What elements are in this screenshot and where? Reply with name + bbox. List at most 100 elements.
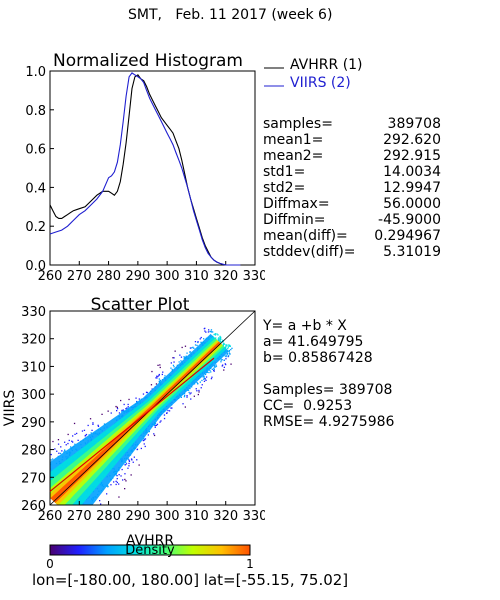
- hist-xtick-label: 260: [38, 269, 63, 284]
- scatter-title: Scatter Plot: [91, 296, 190, 315]
- density-colorbar: Density 0 1: [46, 543, 254, 571]
- density-point: [203, 380, 206, 382]
- density-point: [70, 505, 71, 506]
- density-point: [199, 381, 201, 383]
- stat-value: 0.294967: [374, 228, 441, 244]
- density-point: [193, 347, 195, 349]
- density-point: [61, 450, 63, 452]
- density-point: [225, 355, 227, 358]
- density-point: [157, 375, 159, 378]
- density-point: [180, 396, 182, 398]
- hist-ytick-label: 1.0: [25, 65, 46, 80]
- density-point: [120, 475, 122, 477]
- density-point: [184, 356, 186, 359]
- density-point: [213, 369, 215, 372]
- density-point: [128, 460, 131, 462]
- density-point: [57, 439, 60, 441]
- density-point: [143, 439, 146, 441]
- fit-b: b= 0.85867428: [263, 350, 373, 366]
- density-point: [97, 506, 98, 507]
- density-point: [138, 464, 140, 466]
- density-point: [227, 355, 229, 358]
- density-point: [124, 473, 126, 475]
- density-point: [170, 367, 172, 369]
- density-point: [107, 486, 109, 488]
- scatter-ytick-label: 270: [21, 471, 46, 486]
- density-point: [56, 450, 58, 452]
- density-point: [159, 421, 161, 423]
- density-point: [231, 347, 233, 349]
- density-point: [219, 339, 221, 341]
- density-point: [48, 484, 49, 485]
- density-point: [206, 371, 209, 373]
- hist-ytick-label: 0.4: [25, 181, 46, 196]
- density-point: [153, 434, 156, 437]
- density-point: [127, 458, 130, 460]
- density-point: [47, 473, 48, 474]
- stat-value: 5.31019: [383, 244, 441, 260]
- density-point: [136, 448, 138, 451]
- stat-row: mean(diff)= 0.294967: [263, 228, 441, 244]
- density-point: [213, 366, 216, 368]
- stat-label: samples=: [263, 116, 333, 132]
- density-point: [48, 489, 49, 490]
- scatter-xtick-label: 300: [155, 509, 180, 524]
- density-point: [228, 349, 230, 352]
- density-point: [203, 376, 205, 378]
- density-point: [47, 467, 48, 468]
- stat-label: mean(diff)=: [263, 228, 348, 244]
- density-point: [72, 435, 74, 437]
- density-point: [156, 423, 159, 425]
- density-point: [219, 340, 221, 342]
- density-point: [224, 346, 226, 348]
- density-point: [214, 333, 216, 335]
- density-point: [122, 409, 124, 411]
- density-point: [225, 358, 227, 360]
- density-point: [168, 410, 171, 412]
- density-point: [189, 351, 191, 353]
- hist-xtick-label: 310: [184, 269, 209, 284]
- density-point: [212, 331, 214, 333]
- hist-ytick-label: 0.8: [25, 104, 46, 119]
- legend-label-viirs: VIIRS (2): [290, 75, 351, 91]
- density-point: [200, 387, 202, 389]
- density-point: [92, 423, 94, 425]
- density-point: [52, 458, 54, 460]
- density-point: [142, 393, 145, 395]
- density-point: [215, 365, 218, 367]
- density-point: [218, 340, 220, 342]
- density-point: [118, 412, 121, 414]
- density-point: [200, 341, 202, 343]
- density-point: [131, 459, 133, 461]
- density-point: [84, 435, 86, 437]
- scatter-xtick-label: 320: [213, 509, 238, 524]
- density-point: [118, 483, 120, 485]
- density-point: [158, 374, 160, 377]
- density-point: [148, 430, 150, 433]
- density-point: [172, 357, 174, 359]
- density-point: [153, 424, 156, 426]
- density-point: [196, 344, 198, 347]
- density-point: [128, 462, 130, 465]
- density-point: [213, 368, 215, 371]
- density-point: [101, 413, 103, 415]
- density-point: [159, 364, 161, 366]
- density-point: [220, 336, 222, 338]
- density-point: [213, 367, 215, 370]
- density-point: [115, 483, 117, 486]
- density-point: [226, 344, 228, 346]
- density-point: [229, 352, 231, 355]
- scatter-plot-area: [49, 310, 256, 506]
- density-point: [92, 521, 93, 522]
- scatter-samples: Samples= 389708: [263, 382, 393, 398]
- density-point: [213, 370, 215, 372]
- density-point: [228, 355, 230, 357]
- colorbar-gradient: [49, 544, 251, 556]
- density-point: [136, 401, 138, 403]
- stat-label: Diffmin=: [263, 212, 326, 228]
- stat-label: std1=: [263, 164, 306, 180]
- density-point: [194, 344, 197, 346]
- density-point: [220, 338, 222, 340]
- density-point: [47, 483, 48, 484]
- density-point: [196, 381, 198, 384]
